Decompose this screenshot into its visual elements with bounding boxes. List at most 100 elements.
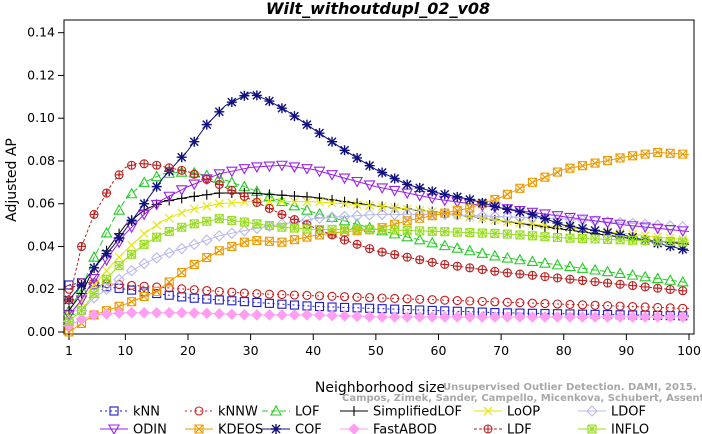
data-point <box>349 406 359 416</box>
data-point <box>651 219 664 231</box>
series-lof <box>63 166 690 316</box>
series-line <box>68 151 690 333</box>
data-point <box>175 166 188 177</box>
plot-series <box>63 90 690 337</box>
legend-label: LOF <box>295 405 320 420</box>
data-point <box>340 292 350 302</box>
data-point <box>226 308 238 321</box>
data-point <box>88 309 100 321</box>
data-point <box>302 290 312 300</box>
data-point <box>289 290 300 300</box>
data-point <box>551 311 564 323</box>
data-point <box>653 236 663 246</box>
data-point <box>264 298 274 308</box>
data-point <box>665 284 675 295</box>
data-point <box>239 288 249 298</box>
y-tick-label: 0.08 <box>27 153 55 168</box>
legend-label: LoOP <box>507 405 540 420</box>
legend-label: INFLO <box>611 423 649 434</box>
data-point <box>501 210 514 223</box>
data-point <box>326 211 338 224</box>
data-point <box>102 189 111 198</box>
x-tick-label: 1 <box>65 343 73 358</box>
data-point <box>577 275 588 286</box>
data-point <box>289 214 300 225</box>
data-point <box>277 299 287 309</box>
data-point <box>377 293 387 303</box>
data-point <box>215 180 224 189</box>
data-point <box>277 237 287 247</box>
data-point <box>539 257 551 268</box>
data-point <box>577 161 588 171</box>
data-point <box>365 224 375 234</box>
data-point <box>139 281 149 291</box>
legend-label: FastABOD <box>373 423 437 434</box>
data-point <box>288 309 301 321</box>
data-point <box>363 311 376 323</box>
data-point <box>515 270 524 279</box>
data-point <box>626 311 639 323</box>
data-point <box>214 179 224 190</box>
data-point <box>151 181 162 192</box>
data-point <box>177 284 187 294</box>
data-point <box>301 164 313 175</box>
data-point <box>138 176 151 187</box>
data-point <box>465 203 475 213</box>
data-point <box>413 233 426 245</box>
data-point <box>314 128 325 139</box>
data-point <box>576 214 589 226</box>
data-point <box>415 294 425 304</box>
data-point <box>365 244 375 254</box>
data-point <box>614 216 626 229</box>
data-point <box>225 166 238 178</box>
data-point <box>390 250 399 259</box>
data-point <box>251 309 263 321</box>
data-point <box>402 179 413 190</box>
data-point <box>653 284 662 293</box>
data-point <box>601 265 614 277</box>
data-point <box>603 301 613 311</box>
data-point <box>177 165 187 175</box>
data-point <box>150 252 163 264</box>
y-tick-label: 0.00 <box>27 324 55 339</box>
data-point <box>277 197 287 206</box>
data-point <box>139 229 149 239</box>
data-point <box>102 266 111 276</box>
data-point <box>252 289 262 299</box>
data-point <box>626 221 639 232</box>
data-point <box>552 167 563 177</box>
data-point <box>614 311 626 323</box>
series-line <box>68 171 690 311</box>
data-point <box>402 225 412 235</box>
data-point <box>227 185 237 196</box>
data-point <box>114 252 124 262</box>
data-point <box>89 262 100 273</box>
data-point <box>301 119 312 130</box>
data-point <box>214 199 224 209</box>
x-tick-label: 100 <box>677 343 701 358</box>
data-point <box>65 295 73 304</box>
legend-label: kNNW <box>218 405 258 420</box>
data-point <box>601 217 614 229</box>
data-point <box>527 209 538 220</box>
data-point <box>202 285 212 296</box>
data-point <box>264 189 275 200</box>
data-point <box>213 308 226 320</box>
data-point <box>365 201 374 210</box>
data-point <box>114 261 124 271</box>
data-point <box>439 189 450 200</box>
legend-item-knnw: kNNW <box>185 405 258 420</box>
legend-label: KDEOS <box>218 423 263 434</box>
data-point <box>587 424 597 434</box>
data-point <box>502 297 512 307</box>
data-point <box>240 192 249 201</box>
data-point <box>464 311 476 323</box>
data-point <box>427 211 437 221</box>
data-point <box>150 306 163 319</box>
data-point <box>451 242 464 253</box>
data-point <box>502 229 512 239</box>
data-point <box>415 226 425 236</box>
data-point <box>603 155 613 166</box>
data-point <box>551 258 564 270</box>
